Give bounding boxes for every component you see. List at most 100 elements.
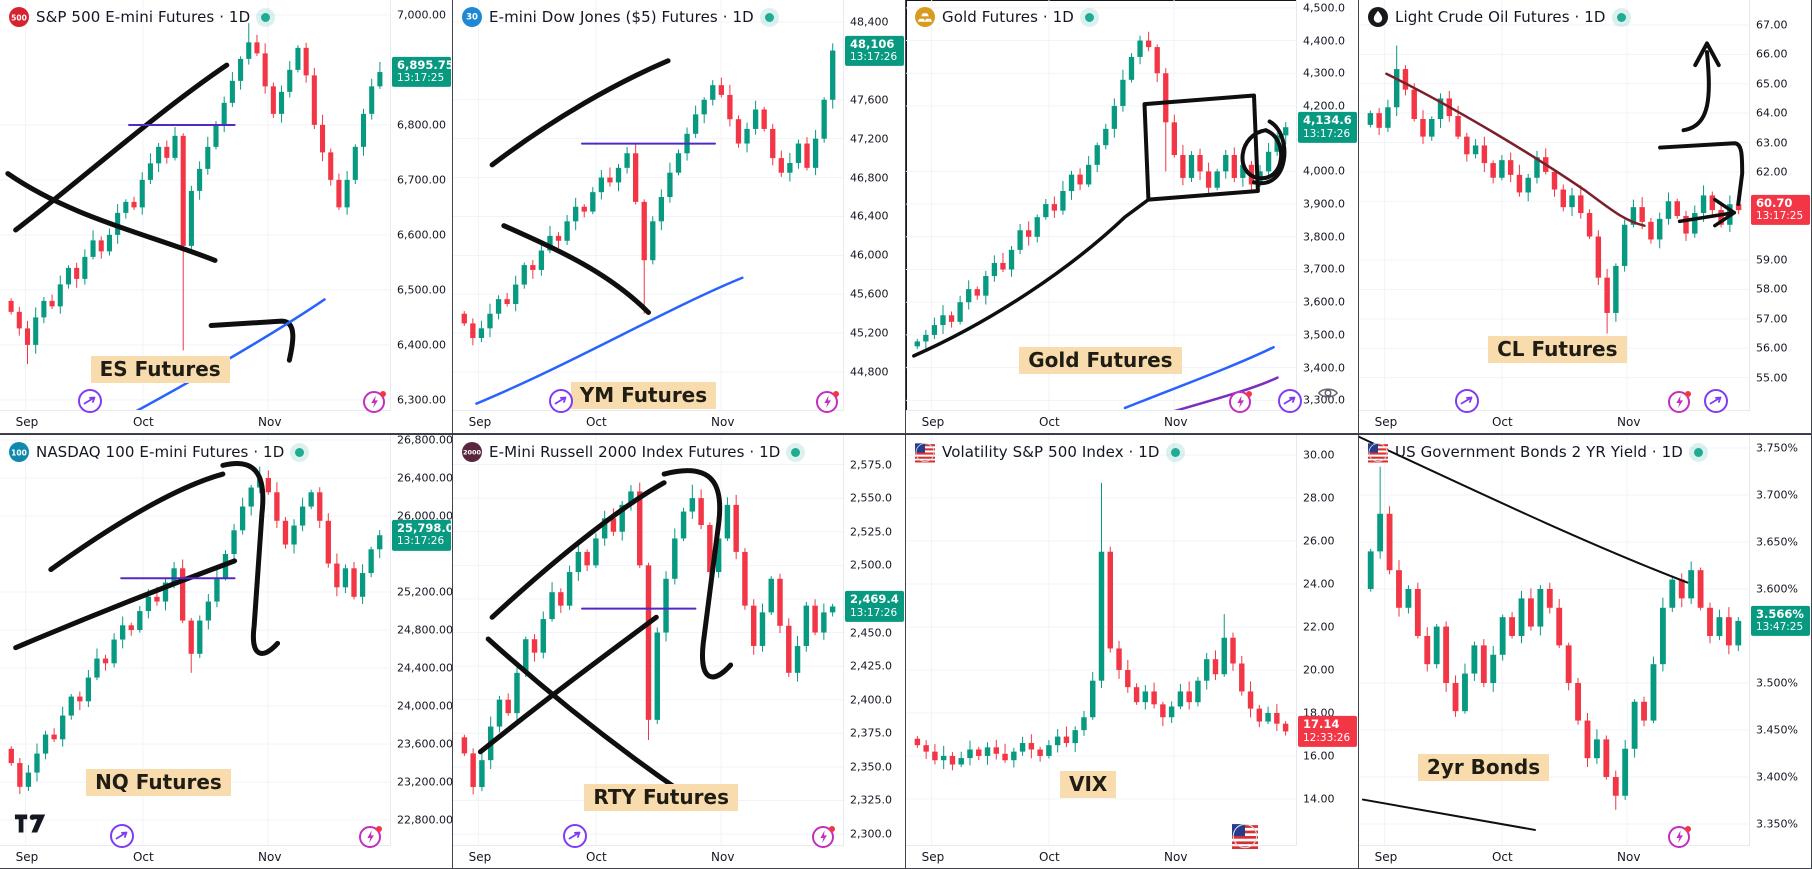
last-price-label: 48,106 13:17:26 <box>845 35 904 66</box>
price-tick-label: 3.350% <box>1756 817 1798 831</box>
symbol-title[interactable]: E-Mini Russell 2000 Index Futures · 1D <box>489 443 781 461</box>
arrow-circle-icon[interactable] <box>1454 388 1480 414</box>
time-scale[interactable]: Sep Oct Nov <box>0 845 391 868</box>
last-price-label: 6,895.75 13:17:25 <box>392 57 453 88</box>
symbol-header[interactable]: Volatility S&P 500 Index · 1D <box>915 442 1180 463</box>
symbol-header[interactable]: 100 NASDAQ 100 E-mini Futures · 1D <box>9 442 305 462</box>
drawn-text-label-vix[interactable]: VIX <box>1060 771 1117 799</box>
price-scale[interactable]: 3.750% 3.700% 3.650% 3.600% 3.500% 3.450% 3.40… <box>1749 435 1811 868</box>
chart-canvas[interactable] <box>0 0 391 410</box>
time-scale[interactable]: Sep Oct Nov <box>906 845 1297 868</box>
market-open-dot <box>261 12 271 22</box>
drawn-text-label-nq[interactable]: NQ Futures <box>86 769 231 797</box>
us-flag-icon[interactable] <box>1232 823 1259 849</box>
price-scale[interactable]: 67.0066.0065.0064.0063.0062.0061.0059.00… <box>1749 0 1811 433</box>
symbol-title[interactable]: E-mini Dow Jones ($5) Futures · 1D <box>489 8 754 26</box>
lightning-circle-icon[interactable] <box>811 823 837 849</box>
last-price-value: 6,895.75 <box>397 58 453 73</box>
chart-panel-vix[interactable]: Volatility S&P 500 Index · 1D 30.00 28.00 2… <box>906 435 1359 869</box>
drawn-text-label-ym[interactable]: YM Futures <box>570 381 717 409</box>
symbol-badge-rty: 2000 <box>462 442 482 462</box>
price-tick-label: 3,300.0 <box>1303 393 1345 407</box>
symbol-title[interactable]: NASDAQ 100 E-mini Futures · 1D <box>36 443 285 461</box>
market-open-dot <box>764 12 774 22</box>
lightning-circle-icon[interactable] <box>1228 388 1254 414</box>
symbol-header[interactable]: Gold Futures · 1D <box>915 7 1094 27</box>
symbol-header[interactable]: 2000 E-Mini Russell 2000 Index Futures · … <box>462 442 801 462</box>
symbol-header[interactable]: 30 E-mini Dow Jones ($5) Futures · 1D <box>462 7 774 27</box>
chart-panel-ym[interactable]: 30 E-mini Dow Jones ($5) Futures · 1D 48,4… <box>453 0 906 434</box>
us-flag-icon <box>915 443 935 463</box>
market-open-dot <box>1693 447 1703 457</box>
chart-panel-us2y[interactable]: US Government Bonds 2 YR Yield · 1D 3.750… <box>1359 435 1812 869</box>
price-tick-label: 3,600.0 <box>1303 295 1345 309</box>
chart-panel-es[interactable]: 500 S&P 500 E-mini Futures · 1D 7,000.00 6,… <box>0 0 453 434</box>
symbol-title[interactable]: Light Crude Oil Futures · 1D <box>1395 8 1606 26</box>
eye-icon[interactable] <box>1317 382 1339 404</box>
time-scale[interactable]: Sep Oct Nov <box>1359 845 1750 868</box>
market-open-dot <box>1170 447 1180 457</box>
lightning-circle-icon[interactable] <box>1667 388 1693 414</box>
time-scale[interactable]: Sep Oct Nov <box>0 410 391 433</box>
arrow-circle-icon[interactable] <box>77 388 103 414</box>
drawn-text-label-rty[interactable]: RTY Futures <box>584 784 738 812</box>
price-tick-label: 26,400.00 <box>397 471 453 485</box>
last-price-value: 4,134.6 <box>1303 113 1352 128</box>
candlestick-series <box>8 23 383 365</box>
chart-canvas[interactable] <box>453 0 844 410</box>
price-tick-label: 59.00 <box>1756 253 1788 267</box>
drawn-text-label-cl[interactable]: CL Futures <box>1488 336 1627 364</box>
price-scale[interactable]: 48,400 47,600 47,200 46,800 46,400 46,000 45,6… <box>843 0 905 433</box>
tradingview-logo[interactable] <box>14 812 48 836</box>
arrow-circle-icon[interactable] <box>548 388 574 414</box>
time-scale[interactable]: Sep Oct Nov <box>453 845 844 868</box>
symbol-header[interactable]: 500 S&P 500 E-mini Futures · 1D <box>9 7 271 27</box>
lightning-circle-icon[interactable] <box>815 388 841 414</box>
time-tick-label: Oct <box>585 415 607 429</box>
price-tick-label: 4,300.0 <box>1303 66 1345 80</box>
arrow-circle-icon[interactable] <box>109 823 135 849</box>
price-tick-label: 3.450% <box>1756 723 1798 737</box>
arrow-circle-icon[interactable] <box>562 823 588 849</box>
chart-panel-nq[interactable]: 100 NASDAQ 100 E-mini Futures · 1D 26,800.… <box>0 435 453 869</box>
drawn-text-label-es[interactable]: ES Futures <box>90 355 230 383</box>
price-scale[interactable]: 26,800.00 26,400.00 26,000.00 25,200.00 24,8… <box>390 435 453 868</box>
time-scale[interactable]: Sep Oct Nov <box>906 410 1297 433</box>
symbol-title[interactable]: Volatility S&P 500 Index · 1D <box>942 443 1160 461</box>
grid <box>0 0 391 410</box>
time-tick-label: Sep <box>921 415 945 429</box>
arrow-circle-icon[interactable] <box>1277 388 1303 414</box>
symbol-title[interactable]: S&P 500 E-mini Futures · 1D <box>36 8 251 26</box>
symbol-title[interactable]: Gold Futures · 1D <box>942 8 1074 26</box>
price-tick-label: 48,400 <box>850 15 889 29</box>
drawn-text-label-us2y[interactable]: 2yr Bonds <box>1417 753 1550 781</box>
lightning-circle-icon[interactable] <box>358 823 384 849</box>
price-tick-label: 7,000.00 <box>397 8 446 22</box>
drawn-text-label-gold[interactable]: Gold Futures <box>1019 347 1182 375</box>
price-tick-label: 4,500.0 <box>1303 1 1345 15</box>
chart-panel-gold[interactable]: Gold Futures · 1D 4,500.0 4,400.0 4,300.0 4,… <box>906 0 1359 434</box>
last-price-time: 12:33:26 <box>1303 731 1351 744</box>
price-tick-label: 2,425.0 <box>850 659 892 673</box>
symbol-title[interactable]: US Government Bonds 2 YR Yield · 1D <box>1395 443 1683 461</box>
price-scale[interactable]: 7,000.00 6,800.00 6,700.00 6,600.00 6,500.00… <box>390 0 453 433</box>
lightning-circle-icon[interactable] <box>362 388 388 414</box>
price-tick-label: 26,000.00 <box>397 509 453 523</box>
price-tick-label: 46,000 <box>850 248 889 262</box>
time-tick-label: Oct <box>132 850 154 864</box>
price-scale[interactable]: 2,575.02,550.02,525.02,500.02,475.02,450… <box>843 435 905 868</box>
symbol-header[interactable]: Light Crude Oil Futures · 1D <box>1368 7 1626 27</box>
time-scale[interactable]: Sep Oct Nov <box>1359 410 1750 433</box>
lightning-circle-icon[interactable] <box>1667 823 1693 849</box>
time-tick-label: Nov <box>1617 850 1641 864</box>
price-scale[interactable]: 4,500.0 4,400.0 4,300.0 4,200.0 4,000.0 3,900… <box>1296 0 1358 433</box>
chart-panel-cl[interactable]: Light Crude Oil Futures · 1D 67.00 66.00 65… <box>1359 0 1812 434</box>
chart-panel-rty[interactable]: 2000 E-Mini Russell 2000 Index Futures · … <box>453 435 906 869</box>
chart-canvas[interactable] <box>1359 435 1750 845</box>
symbol-header[interactable]: US Government Bonds 2 YR Yield · 1D <box>1368 442 1703 463</box>
price-scale[interactable]: 30.00 28.00 26.00 24.00 22.00 20.00 18.00 16.00… <box>1296 435 1358 868</box>
price-tick-label: 20.00 <box>1303 663 1335 677</box>
arrow-circle-icon[interactable] <box>1703 388 1729 414</box>
price-tick-label: 6,500.00 <box>397 283 446 297</box>
time-scale[interactable]: Sep Oct Nov <box>453 410 844 433</box>
